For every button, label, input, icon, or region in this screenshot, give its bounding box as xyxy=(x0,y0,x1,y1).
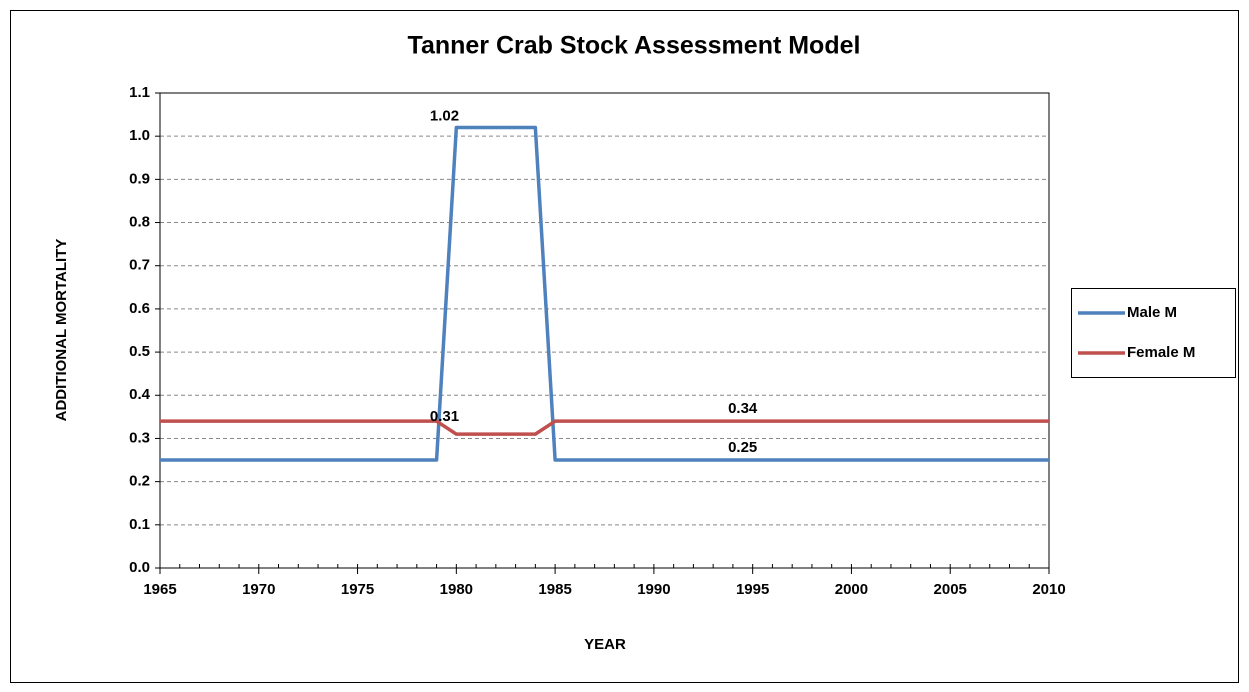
y-tick-label: 1.0 xyxy=(129,127,150,144)
legend-box xyxy=(1071,288,1236,378)
y-tick-label: 0.5 xyxy=(129,343,150,360)
y-tick-label: 0.2 xyxy=(129,473,150,490)
x-tick-label: 2000 xyxy=(835,581,868,598)
x-tick-label: 1965 xyxy=(143,581,176,598)
plot-area xyxy=(159,92,1050,569)
x-tick-label: 1990 xyxy=(637,581,670,598)
data-label: 0.31 xyxy=(430,408,459,425)
y-tick-label: 0.6 xyxy=(129,300,150,317)
series-line xyxy=(160,125,1049,462)
data-label: 0.25 xyxy=(728,439,757,456)
data-label: 1.02 xyxy=(430,108,459,125)
y-tick-label: 0.3 xyxy=(129,429,150,446)
y-tick-label: 0.0 xyxy=(129,559,150,576)
y-tick-label: 0.9 xyxy=(129,170,150,187)
y-tick-label: 0.8 xyxy=(129,214,150,231)
data-label: 0.34 xyxy=(728,400,758,417)
legend-label: Male M xyxy=(1127,304,1177,321)
y-tick-label: 0.7 xyxy=(129,257,150,274)
x-tick-label: 2005 xyxy=(934,581,967,598)
y-axis-label: ADDITIONAL MORTALITY xyxy=(53,239,70,422)
chart-border xyxy=(10,10,1239,683)
x-tick-label: 1975 xyxy=(341,581,374,598)
y-tick-label: 0.4 xyxy=(129,386,151,403)
x-tick-label: 1980 xyxy=(440,581,473,598)
x-tick-label: 1995 xyxy=(736,581,769,598)
y-tick-label: 1.1 xyxy=(129,84,150,101)
x-tick-label: 1970 xyxy=(242,581,275,598)
series-line xyxy=(160,419,1049,436)
x-tick-label: 2010 xyxy=(1032,581,1065,598)
y-tick-label: 0.1 xyxy=(129,516,150,533)
x-axis-label: YEAR xyxy=(584,636,626,653)
x-tick-label: 1985 xyxy=(538,581,571,598)
chart-title: Tanner Crab Stock Assessment Model xyxy=(408,32,861,60)
legend-label: Female M xyxy=(1127,344,1195,361)
